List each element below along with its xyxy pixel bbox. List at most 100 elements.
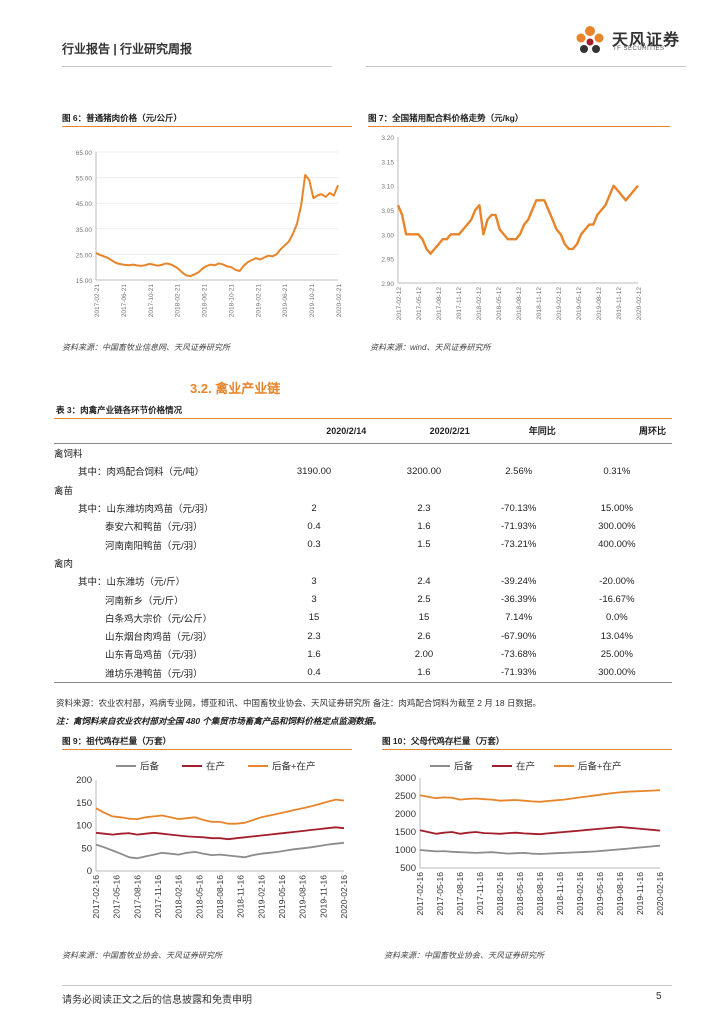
cell-yoy: -70.13%: [501, 502, 537, 514]
fig7-title: 图 7：全国猪用配合料价格走势（元/kg）: [368, 113, 524, 123]
x-tick-label: 2019-05-12: [576, 287, 583, 321]
fig9-title-rule: [62, 749, 352, 750]
row-label: 山东烟台肉鸡苗（元/羽）: [105, 632, 213, 644]
cell-date2: [372, 481, 475, 499]
x-tick-label: 2017-05-16: [435, 872, 445, 916]
x-tick-label: 2019-11-16: [635, 872, 645, 915]
cell-date2: 1.6: [372, 663, 476, 683]
cell-wow: 400.00%: [598, 539, 636, 551]
cell-wow: 15.00%: [600, 502, 633, 514]
cell-date1: 3: [311, 575, 317, 587]
row-label: 泰安六和鸭苗（元/羽）: [105, 522, 203, 534]
footer-disclaimer: 请务必阅读正文之后的信息披露和免责申明: [62, 995, 252, 1006]
cell-date2: 2.6: [417, 630, 431, 642]
cell-yoy: -73.21%: [501, 539, 537, 551]
table-header-label: [54, 420, 256, 444]
cell-date1: [256, 554, 372, 572]
x-tick-label: 2018-11-12: [536, 287, 543, 320]
y-tick-label: 3.20: [381, 135, 394, 142]
y-tick-label: 1500: [395, 827, 416, 838]
row-label: 其中：山东潍坊（元/斤）: [78, 577, 186, 589]
series-line: [95, 826, 345, 841]
header-rule-left: [62, 66, 332, 67]
cell-wow: 0.0%: [606, 612, 628, 624]
x-tick-label: 2019-11-16: [318, 875, 328, 918]
x-tick-label: 2018-06-21: [202, 284, 209, 318]
fig10-chart: 后备 在产 后备+在产 3000 2500 2000 1500 1000 5002017-02-…: [395, 761, 665, 916]
x-tick-label: 2018-02-16: [174, 875, 184, 919]
y-tick-label: 3.10: [381, 184, 394, 191]
row-label: 其中：肉鸡配合饲料（元/吨）: [78, 467, 205, 479]
table-row: 其中：山东潍坊肉鸡苗（元/羽） 2 2.3 -70.13% 15.00%: [54, 499, 672, 517]
x-tick-label: 2019-02-16: [256, 875, 266, 919]
cell-date2: 2.00: [414, 648, 434, 660]
legend-label: 后备+在产: [578, 761, 622, 773]
x-tick-label: 2019-02-16: [575, 872, 585, 916]
cell-wow: 300.00%: [598, 520, 636, 532]
row-label: 山东青岛鸡苗（元/羽）: [105, 650, 203, 662]
x-tick-label: 2017-06-21: [121, 284, 128, 318]
cell-date2: 2.5: [417, 594, 431, 606]
table-row: 禽饲料: [54, 444, 672, 463]
y-tick-label: 2500: [395, 791, 416, 802]
cell-yoy: -73.68%: [501, 648, 537, 660]
x-tick-label: 2017-11-16: [153, 875, 163, 918]
cell-yoy: [476, 554, 562, 572]
cell-yoy: 2.56%: [505, 465, 533, 477]
y-tick-label: 25.00: [76, 252, 93, 259]
row-label: 白条鸡大宗价（元/公斤）: [105, 613, 213, 625]
x-tick-label: 2018-10-21: [228, 284, 235, 318]
cell-date1: [256, 444, 372, 463]
x-tick-label: 2018-05-16: [194, 875, 204, 919]
legend-label: 后备+在产: [272, 761, 316, 773]
fig9-source: 资料来源：中国畜牧业协会、天风证券研究所: [62, 951, 222, 960]
legend-label: 后备: [140, 761, 160, 773]
table-header-date2: 2020/2/21: [372, 420, 476, 444]
cell-date2: 15: [418, 612, 430, 624]
logo-icon: [576, 26, 604, 53]
series-line: [419, 844, 661, 855]
table-row: 泰安六和鸭苗（元/羽） 0.4 1.6 -71.93% 300.00%: [54, 517, 672, 535]
breadcrumb: 行业报告 | 行业研究周报: [62, 42, 193, 56]
page-number: 5: [656, 991, 662, 1002]
x-tick-label: 2019-02-21: [255, 284, 262, 318]
legend-label: 在产: [516, 761, 535, 773]
x-tick-label: 2020-02-16: [655, 872, 665, 916]
x-tick-label: 2020-02-21: [336, 284, 343, 318]
fig6-title-rule: [62, 126, 352, 127]
cell-yoy: -71.93%: [475, 663, 562, 683]
table-row: 禽苗: [54, 481, 672, 499]
cell-wow: [562, 554, 672, 572]
cell-yoy: [476, 444, 562, 463]
cell-yoy: -39.24%: [501, 575, 537, 587]
y-tick-label: 35.00: [76, 227, 93, 234]
table-row: 潍坊乐港鸭苗（元/羽） 0.4 1.6 -71.93% 300.00%: [54, 663, 672, 683]
cell-yoy: -71.93%: [501, 520, 537, 532]
x-tick-label: 2019-08-12: [596, 287, 603, 321]
row-label: 禽饲料: [54, 449, 83, 461]
x-tick-label: 2017-11-12: [456, 287, 463, 320]
y-tick-label: 0: [87, 866, 92, 877]
y-tick-label: 150: [76, 798, 92, 809]
table-title-rule: [54, 418, 672, 419]
y-tick-label: 500: [400, 863, 416, 874]
table-source-note: 资料来源：农业农村部，鸡病专业网，博亚和讯、中国畜牧业协会、天风证券研究所 备注…: [56, 698, 541, 708]
table-header-wow: 周环比: [561, 420, 672, 444]
y-tick-label: 2.90: [381, 281, 394, 288]
x-tick-label: 2017-02-16: [415, 872, 425, 916]
x-tick-label: 2018-11-16: [555, 872, 565, 915]
x-tick-label: 2020-02-16: [339, 875, 349, 919]
fig10-title-rule: [382, 749, 672, 750]
y-tick-label: 3.15: [381, 159, 394, 166]
legend-label: 在产: [206, 761, 225, 773]
section-title: 3.2. 禽业产业链: [190, 381, 281, 396]
x-tick-label: 2017-08-12: [436, 287, 443, 321]
cell-wow: [562, 481, 672, 499]
cell-yoy: -67.90%: [501, 630, 537, 642]
cell-wow: [562, 444, 672, 463]
x-tick-label: 2019-11-12: [616, 287, 623, 320]
cell-date1: 2: [311, 502, 317, 514]
logo-subtext: TF SECURITIES: [613, 46, 665, 52]
row-label: 河南新乡（元/斤）: [105, 595, 184, 607]
